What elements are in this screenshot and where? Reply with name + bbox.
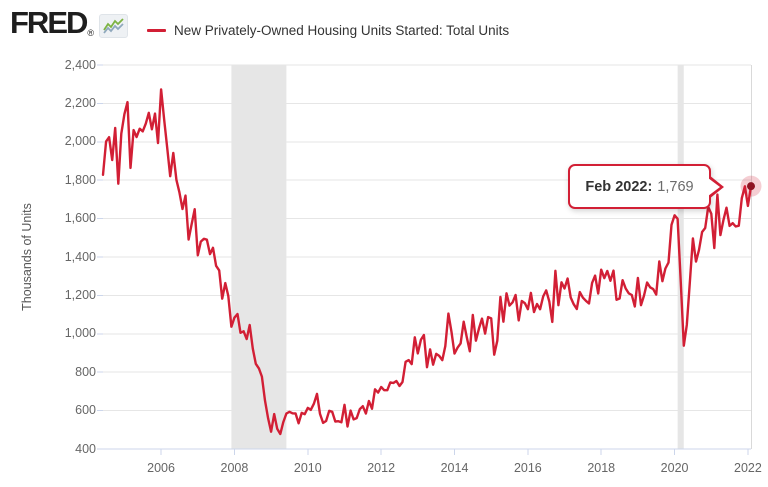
y-tick-label: 2,200	[64, 95, 96, 110]
hover-marker-group	[740, 175, 762, 197]
x-tick-label: 2022	[734, 461, 762, 475]
y-tick-label: 600	[75, 403, 96, 418]
series-legend-item[interactable]: New Privately-Owned Housing Units Starte…	[147, 22, 509, 38]
fred-wordmark: FRED	[10, 5, 88, 40]
x-tick-label: 2016	[513, 461, 542, 475]
x-tick-label: 2020	[660, 461, 689, 475]
axis-lines-and-ticks	[97, 64, 752, 455]
x-tick-label: 2012	[367, 461, 396, 475]
x-tick-label: 2018	[587, 461, 616, 475]
y-tick-label: 1,400	[64, 249, 96, 264]
series-line	[101, 88, 753, 436]
x-tick-label: 2006	[147, 461, 175, 475]
registered-mark: ®	[87, 28, 95, 38]
tooltip-date: Feb 2022:	[585, 178, 653, 195]
last-point-marker	[747, 182, 755, 191]
fred-logo[interactable]: FRED ®	[10, 5, 129, 40]
y-tick-label: 2,000	[64, 134, 96, 149]
series-legend-label: New Privately-Owned Housing Units Starte…	[174, 22, 510, 38]
y-tick-label: 1,200	[64, 287, 96, 302]
x-tick-label: 2010	[293, 461, 322, 475]
tooltip-value: 1,769	[657, 178, 694, 195]
series-line-group	[101, 88, 753, 436]
y-tick-label: 400	[75, 441, 96, 456]
data-point-tooltip: Feb 2022: 1,769	[568, 164, 724, 209]
series-color-dash	[147, 28, 166, 32]
tooltip-arrow-fill	[708, 177, 720, 196]
y-tick-label: 2,400	[64, 57, 96, 72]
y-tick-label: 1,800	[64, 172, 96, 187]
y-tick-label: 1,000	[64, 326, 96, 341]
y-tick-label: 800	[75, 364, 96, 379]
header: FRED ® New Privately-Owned Housing Units…	[0, 0, 768, 56]
x-tick-label: 2014	[440, 461, 469, 475]
x-tick-label: 2008	[220, 461, 249, 475]
y-tick-label: 1,600	[64, 211, 96, 226]
sparkline-chart-icon	[99, 14, 129, 38]
